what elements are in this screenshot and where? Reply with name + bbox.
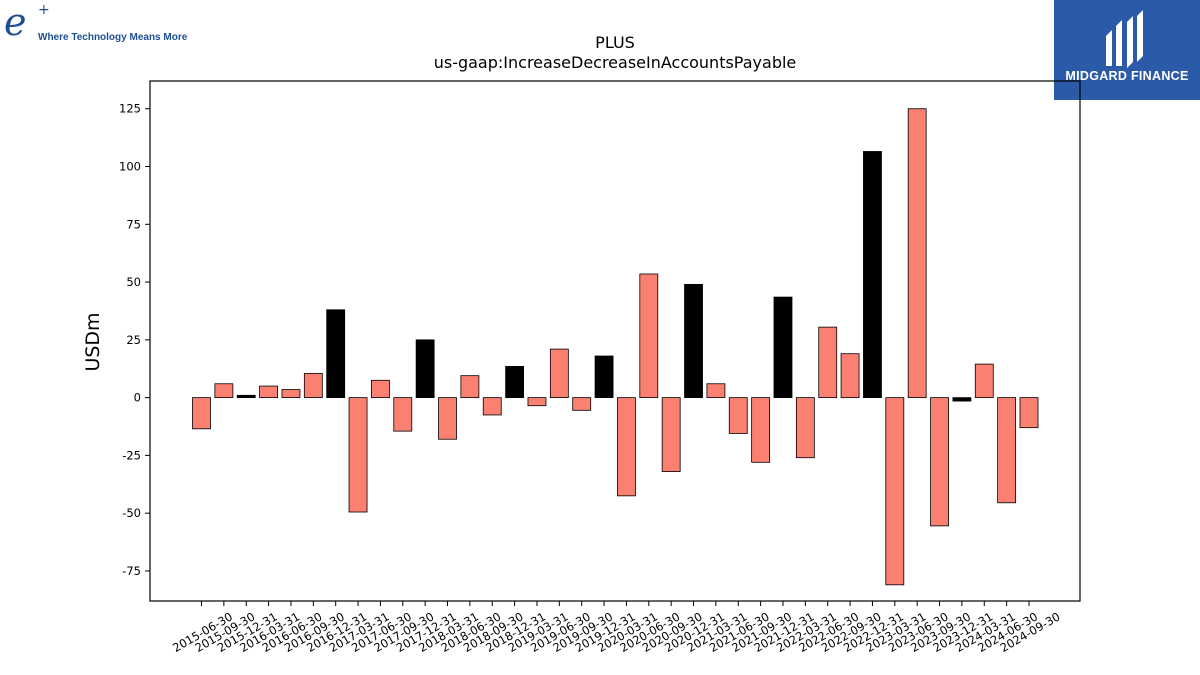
- y-tick-label: 100: [119, 160, 141, 174]
- y-tick-label: -25: [122, 448, 141, 462]
- brand-name: MIDGARD FINANCE: [1065, 69, 1189, 83]
- bar: [214, 383, 234, 399]
- y-tick-label: 75: [126, 217, 141, 231]
- bar: [371, 379, 390, 399]
- bar: [639, 273, 659, 399]
- bar: [348, 397, 368, 513]
- bar: [460, 375, 480, 399]
- bar: [661, 397, 681, 472]
- midgard-logo-icon: [1106, 10, 1143, 68]
- bar: [684, 283, 703, 399]
- y-tick-label: 125: [119, 102, 141, 116]
- bar: [572, 397, 592, 411]
- bar: [415, 339, 435, 399]
- bar: [1019, 397, 1039, 429]
- bar: [997, 397, 1017, 504]
- bar: [974, 363, 994, 399]
- chart-subtitle: us-gaap:IncreaseDecreaseInAccountsPayabl…: [434, 53, 797, 72]
- logo-tagline: Where Technology Means More: [38, 32, 188, 43]
- brand-logo-left: e + Where Technology Means More: [4, 2, 204, 48]
- bar: [840, 353, 860, 399]
- e-plus-logo-mark: e: [4, 0, 27, 44]
- y-axis-label: USDm: [82, 312, 104, 371]
- bar: [751, 397, 771, 463]
- bar: [594, 355, 614, 399]
- bar: [795, 397, 815, 459]
- y-tick-label: 50: [126, 275, 141, 289]
- bar: [482, 397, 502, 416]
- bar: [527, 397, 547, 407]
- bar: [773, 296, 793, 399]
- y-tick-label: 0: [134, 391, 141, 405]
- bar: [952, 397, 972, 402]
- bar: [192, 397, 211, 430]
- bar: [236, 394, 256, 399]
- plot-frame: [149, 80, 1081, 602]
- bar: [885, 397, 905, 586]
- bar: [863, 151, 882, 399]
- brand-logo-right: MIDGARD FINANCE: [1054, 0, 1200, 100]
- bar: [505, 366, 525, 399]
- bar: [549, 348, 569, 399]
- bar: [303, 372, 323, 399]
- y-tick-label: -75: [122, 564, 141, 578]
- bar: [326, 309, 346, 399]
- y-tick-label: 25: [126, 333, 141, 347]
- bar: [706, 383, 726, 399]
- bar: [259, 385, 278, 399]
- bar: [907, 108, 927, 399]
- bar: [930, 397, 949, 527]
- bar: [281, 389, 301, 399]
- bar: [728, 397, 748, 434]
- chart-title: PLUS: [595, 33, 635, 52]
- bar: [818, 326, 838, 399]
- logo-plus-sign: +: [38, 2, 50, 18]
- y-tick-label: -50: [122, 506, 141, 520]
- plot-area: -75-50-2502550751001252015-06-302015-09-…: [119, 80, 1081, 655]
- bar: [393, 397, 413, 432]
- bar: [617, 397, 636, 497]
- bar: [438, 397, 457, 440]
